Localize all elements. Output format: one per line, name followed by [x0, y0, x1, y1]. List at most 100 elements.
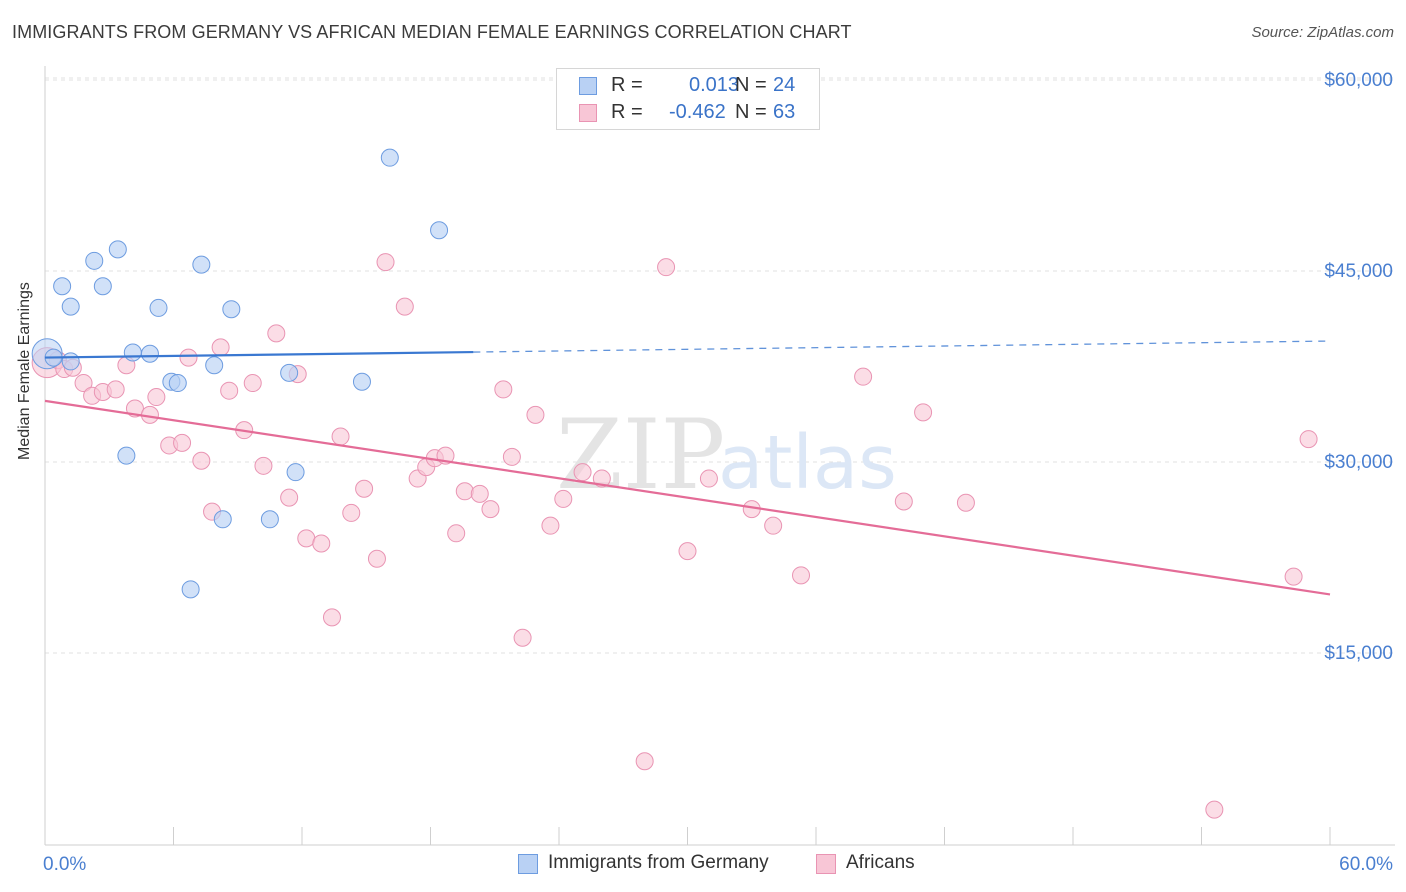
- watermark: ZIP atlas: [556, 399, 897, 511]
- r-label: R =: [611, 101, 643, 123]
- data-point: [502, 447, 521, 466]
- data-point: [267, 324, 286, 343]
- data-point: [657, 258, 676, 277]
- data-point: [168, 374, 187, 393]
- legend-label: Immigrants from Germany: [548, 852, 769, 873]
- data-point: [108, 240, 127, 259]
- data-point: [554, 489, 573, 508]
- data-point: [173, 433, 192, 452]
- data-point: [331, 427, 350, 446]
- data-point: [494, 380, 513, 399]
- data-point: [254, 456, 273, 475]
- data-point: [192, 451, 211, 470]
- data-point: [541, 516, 560, 535]
- data-point: [211, 338, 230, 357]
- data-point: [678, 542, 697, 561]
- watermark-atlas: atlas: [718, 420, 897, 506]
- data-point: [1299, 430, 1318, 449]
- r-value: -0.462: [669, 101, 726, 123]
- data-point: [297, 529, 316, 548]
- y-axis-label: Median Female Earnings: [16, 282, 33, 460]
- germany-points: [31, 148, 449, 599]
- r-label: R =: [611, 74, 643, 96]
- data-point: [1284, 567, 1303, 586]
- trend-lines: [44, 340, 1331, 596]
- data-point: [430, 221, 449, 240]
- y-tick-label: $30,000: [1324, 452, 1393, 473]
- data-point: [149, 298, 168, 317]
- data-point: [792, 566, 811, 585]
- data-point: [213, 510, 232, 529]
- data-point: [380, 148, 399, 167]
- data-point: [179, 348, 198, 367]
- data-point: [61, 297, 80, 316]
- y-tick-label: $45,000: [1324, 261, 1393, 282]
- germany-trend-extension: [473, 340, 1331, 353]
- germany-legend-swatch: [518, 854, 538, 874]
- data-point: [395, 297, 414, 316]
- y-tick-label: $60,000: [1324, 70, 1393, 91]
- data-point: [85, 251, 104, 270]
- data-point: [322, 608, 341, 627]
- gridlines: [45, 77, 1395, 654]
- data-point: [470, 484, 489, 503]
- data-point: [220, 381, 239, 400]
- data-point: [481, 500, 500, 519]
- germany-trend-line: [44, 350, 474, 359]
- data-point: [280, 488, 299, 507]
- n-value: 63: [773, 101, 796, 123]
- x-tick-label: 0.0%: [43, 854, 86, 875]
- data-point: [355, 479, 374, 498]
- n-value: 24: [773, 74, 796, 96]
- watermark-zip: ZIP: [556, 399, 725, 511]
- data-point: [376, 253, 395, 272]
- data-point: [192, 255, 211, 274]
- data-point: [526, 405, 545, 424]
- data-point: [312, 534, 331, 553]
- legend-label: Africans: [846, 852, 915, 873]
- chart-title: IMMIGRANTS FROM GERMANY VS AFRICAN MEDIA…: [12, 22, 852, 42]
- data-point: [352, 372, 371, 391]
- data-point: [181, 580, 200, 599]
- africans-points: [31, 253, 1318, 819]
- data-point: [342, 503, 361, 522]
- data-point: [592, 469, 611, 488]
- data-point: [894, 492, 913, 511]
- africans-trend-line: [44, 399, 1331, 596]
- y-tick-label: $15,000: [1324, 643, 1393, 664]
- data-point: [367, 549, 386, 568]
- data-point: [117, 446, 136, 465]
- data-point: [280, 363, 299, 382]
- n-label: N =: [735, 101, 767, 123]
- data-point: [513, 628, 532, 647]
- data-point: [123, 343, 142, 362]
- data-point: [854, 367, 873, 386]
- tick-labels: $15,000 $30,000 $45,000 $60,000 0.0% 60.0%: [43, 70, 1393, 875]
- data-point: [914, 403, 933, 422]
- data-point: [61, 352, 80, 371]
- data-point: [53, 277, 72, 296]
- data-point: [205, 356, 224, 375]
- data-point: [147, 388, 166, 407]
- x-tick-label: 60.0%: [1339, 854, 1393, 875]
- data-point: [573, 463, 592, 482]
- data-point: [74, 374, 93, 393]
- axes: [44, 66, 1395, 846]
- r-value: 0.013: [689, 74, 740, 96]
- data-point: [222, 300, 241, 319]
- data-point: [1205, 800, 1224, 819]
- data-point: [93, 277, 112, 296]
- data-point: [764, 516, 783, 535]
- n-label: N =: [735, 74, 767, 96]
- legend: Immigrants from Germany Africans: [0, 852, 1406, 878]
- data-point: [699, 469, 718, 488]
- source-label: Source: ZipAtlas.com: [1251, 24, 1394, 41]
- data-point: [286, 463, 305, 482]
- data-point: [243, 374, 262, 393]
- germany-swatch: [579, 77, 597, 95]
- africans-legend-swatch: [816, 854, 836, 874]
- data-point: [106, 380, 125, 399]
- data-point: [260, 510, 279, 529]
- data-point: [447, 524, 466, 543]
